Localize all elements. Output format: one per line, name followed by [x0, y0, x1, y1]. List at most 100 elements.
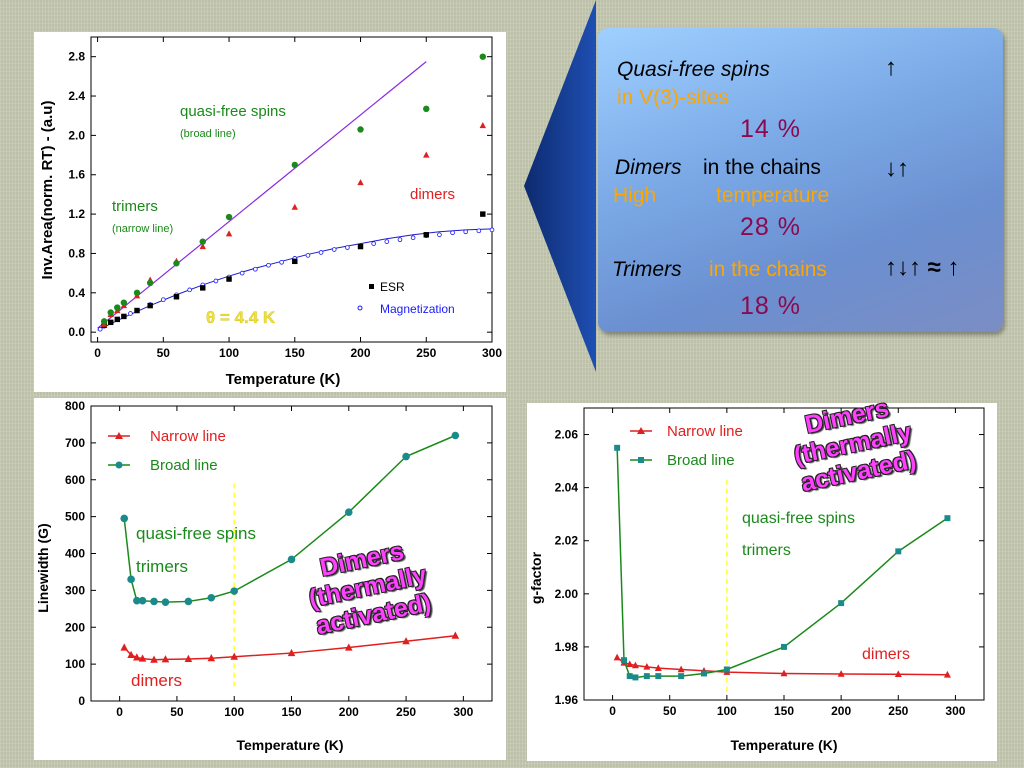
narrow-line-point [402, 637, 410, 645]
top-y-tick-label: 1.2 [68, 207, 85, 221]
g-y-tick-label: 2.06 [555, 428, 579, 442]
g-annotation-quasi-free: quasi-free spins [742, 510, 855, 527]
narrow-line-point [643, 662, 651, 670]
magnetization-point [213, 278, 219, 284]
narrow-line-point [287, 648, 296, 657]
top-annotation-narrow-line: (narrow line) [112, 223, 173, 235]
linewidth-chart-panel: 0 50 100 150 200 250 300 0 100 200 300 400 500 600 700… [34, 398, 506, 760]
broad-line-point [150, 597, 158, 606]
broad-line-point [127, 575, 135, 584]
lw-x-tick-label: 150 [281, 705, 301, 719]
broad-line-point [207, 593, 216, 602]
esr-point [121, 313, 127, 320]
arrow-up-icon: ↑ [885, 54, 897, 81]
legend-esr-marker [369, 284, 374, 289]
lw-y-tick-label: 500 [65, 510, 85, 524]
lw-annotation-quasi-free: quasi-free spins [136, 524, 256, 543]
quasi-free-spins-point [114, 304, 121, 311]
quasi-free-spins-point [423, 105, 430, 113]
g-legend-narrow-label: Narrow line [667, 423, 743, 440]
quasi-free-spins-point [120, 299, 128, 306]
broad-line-point [621, 657, 627, 664]
lw-y-tick-label: 600 [65, 473, 85, 487]
dimers-point [479, 122, 486, 129]
g-legend: Narrow line Broad line [630, 423, 743, 469]
info-v3-sites-label: in V(3)-sites [617, 86, 730, 109]
top-legend: ESR Magnetization [357, 280, 455, 316]
inverse-area-chart-panel: 0 50 100 150 200 250 300 0.0 0.4 0.8 1.2 1.6 2.0 2.4 2… [34, 32, 506, 392]
broad-line-point [402, 452, 410, 461]
broad-line-line [616, 447, 948, 679]
lw-y-tick-label: 100 [65, 657, 85, 671]
magnetization-point [371, 241, 376, 246]
broad-line-point [120, 514, 129, 523]
narrow-line-point [133, 653, 141, 661]
narrow-line-point [677, 665, 685, 673]
narrow-line-point [654, 664, 662, 671]
narrow-line-point [631, 661, 639, 669]
broad-line-point [230, 587, 239, 595]
top-y-tick-label: 0.8 [68, 246, 85, 260]
magnetization-point [437, 232, 442, 238]
g-y-tick-label: 1.96 [555, 693, 579, 707]
broad-line-point [895, 548, 902, 555]
broad-line-point [723, 666, 730, 673]
g-y-tick-label: 1.98 [555, 640, 579, 654]
esr-point [108, 319, 114, 326]
magnetization-point [279, 259, 284, 265]
magnetization-point [331, 247, 337, 252]
dimers-point [225, 230, 233, 237]
esr-point [134, 307, 140, 314]
lw-y-tick-label: 0 [78, 694, 85, 708]
broad-line-point [161, 598, 170, 606]
lw-y-tick-label: 400 [65, 547, 85, 561]
g-x-tick-label: 50 [663, 704, 677, 718]
narrow-line-point [344, 643, 353, 651]
info-quasi-free-label: Quasi-free spins [617, 58, 770, 81]
lw-x-axis-label: Temperature (K) [236, 737, 343, 753]
lw-x-tick-label: 300 [453, 705, 473, 719]
g-y-tick-label: 2.00 [555, 587, 579, 601]
esr-point [423, 232, 429, 238]
broad-line-point [626, 673, 633, 680]
g-annotation-dimers: dimers [862, 646, 910, 663]
dimers-point [423, 151, 430, 158]
lw-y-tick-label: 800 [65, 399, 85, 413]
linear-fit-line [97, 61, 427, 329]
g-x-axis-label: Temperature (K) [730, 737, 837, 753]
quasi-free-spins-point [479, 53, 486, 60]
top-annotation-trimers: trimers [112, 198, 158, 215]
lw-x-tick-label: 200 [339, 705, 359, 719]
magnetization-point [384, 239, 390, 244]
narrow-line-point [161, 655, 170, 663]
narrow-line-point [837, 670, 845, 677]
g-y-tick-label: 2.04 [555, 481, 579, 495]
top-x-tick-label: 250 [416, 346, 436, 360]
quasi-free-spins-point [107, 309, 114, 316]
broad-line-point [701, 670, 707, 677]
top-annotation-broad-line: (broad line) [180, 128, 236, 140]
broad-line-point [133, 596, 141, 605]
broad-line-point [451, 431, 460, 440]
g-legend-narrow-marker [637, 427, 645, 434]
top-y-axis-label: Inv.Area(norm. RT) - (a.u) [39, 101, 56, 280]
g-x-tick-label: 250 [888, 704, 908, 718]
top-x-axis-label: Temperature (K) [226, 371, 341, 388]
arrow-down-up-icon: ↓↑ [885, 155, 909, 182]
info-in-chains-label: in the chains [703, 156, 821, 179]
magnetization-point [305, 253, 311, 258]
dimers-point [199, 243, 206, 250]
g-legend-broad-marker [638, 457, 644, 463]
lw-y-tick-label: 700 [65, 436, 85, 450]
g-factor-chart-panel: 0 50 100 150 200 250 300 1.96 1.98 2.00 2.02 2.04 2.… [527, 403, 997, 761]
broad-line-point [781, 643, 787, 650]
magnetization-point [410, 235, 416, 241]
info-percent-quasi-free: 14 % [740, 115, 801, 143]
info-trimers-label: Trimers [612, 258, 682, 281]
esr-point [147, 302, 153, 309]
broad-line-point [614, 444, 621, 451]
info-temperature-label: temperature [716, 184, 830, 207]
lw-x-tick-label: 0 [116, 705, 123, 719]
magnetization-point [476, 228, 482, 234]
esr-point [357, 243, 364, 250]
